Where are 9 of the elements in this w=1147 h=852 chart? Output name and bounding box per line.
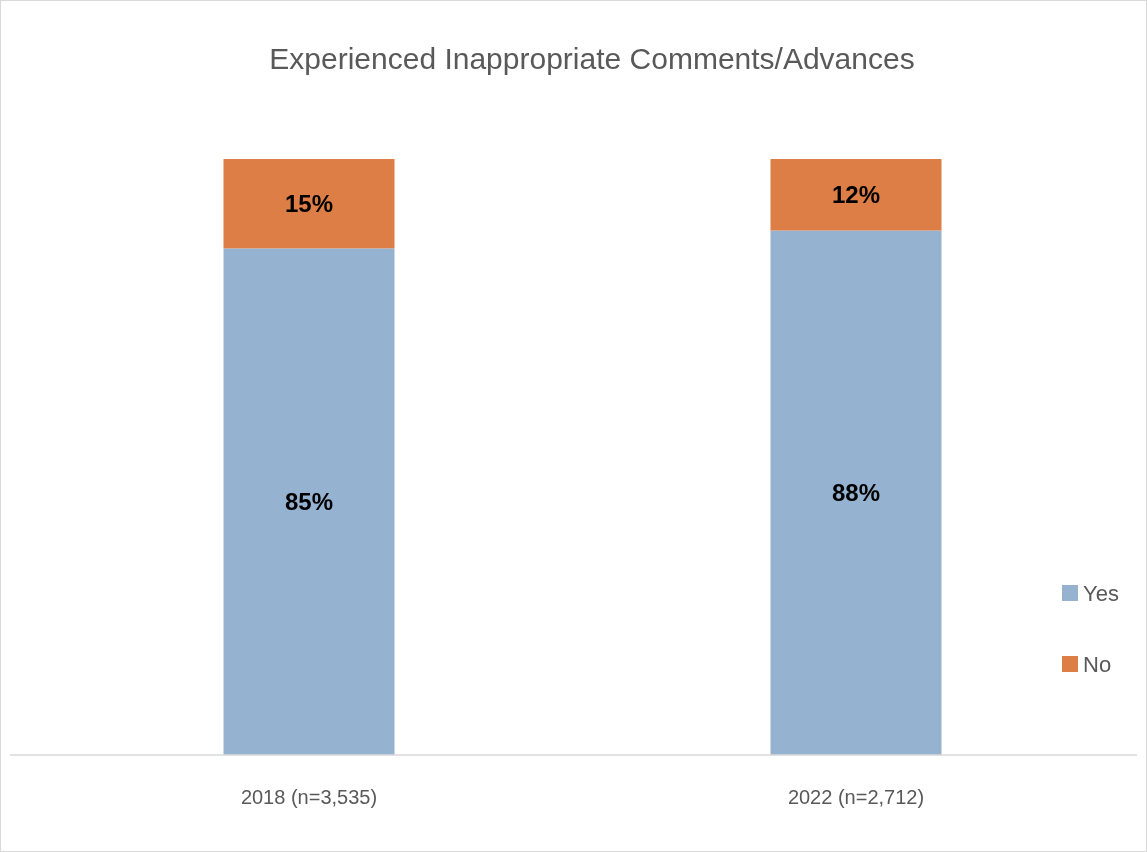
x-tick-label: 2018 (n=3,535) — [240, 786, 378, 808]
legend-label: No — [1083, 651, 1112, 677]
data-label: 15% — [284, 190, 334, 218]
legend-label: Yes — [1083, 580, 1119, 606]
data-label: 88% — [831, 479, 881, 507]
data-label: 12% — [831, 181, 881, 209]
x-tick-label: 2022 (n=2,712) — [787, 786, 925, 808]
data-label: 85% — [284, 488, 334, 516]
chart-title: Experienced Inappropriate Comments/Advances — [269, 41, 915, 75]
